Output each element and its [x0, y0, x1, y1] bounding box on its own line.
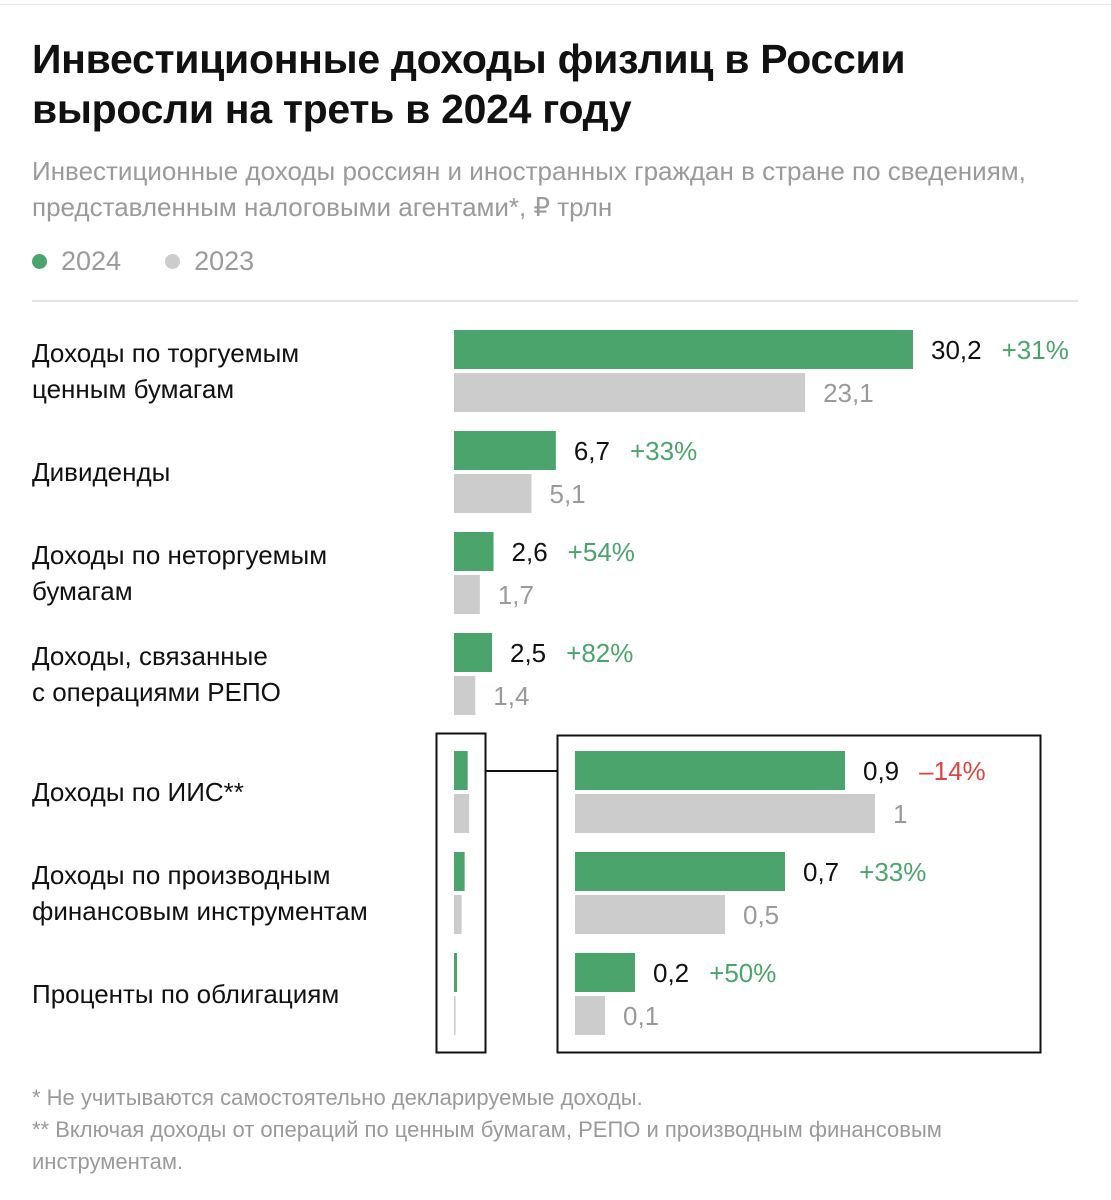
- value-label-2023: 1,7: [498, 580, 534, 610]
- category-label: Доходы, связанные: [32, 641, 268, 671]
- legend-dot-2023: [165, 253, 181, 269]
- value-label-2023: 5,1: [550, 479, 586, 509]
- value-label-2024: 30,2: [931, 335, 982, 365]
- value-label-2024: 6,7: [574, 436, 610, 466]
- change-label: +33%: [630, 436, 697, 466]
- zoom-bar-2024: [575, 852, 785, 891]
- header-divider: [32, 300, 1078, 302]
- value-label-2024: 0,9: [863, 756, 899, 786]
- category-label: Доходы по неторгуемым: [32, 540, 327, 570]
- legend-item-2023: 2023: [165, 246, 254, 277]
- change-label: +82%: [566, 638, 633, 668]
- category-label: Проценты по облигациям: [32, 979, 339, 1009]
- bar-2023: [454, 794, 470, 833]
- bar-2024: [454, 330, 913, 369]
- value-label-2024: 0,7: [803, 857, 839, 887]
- change-label: +31%: [1002, 335, 1069, 365]
- footnotes: * Не учитываются самостоятельно декларир…: [32, 1082, 1082, 1178]
- top-border: [0, 4, 1111, 5]
- footnote-2: ** Включая доходы от операций по ценным …: [32, 1117, 942, 1174]
- bar-chart: Доходы по торгуемым ценным бумагам 30,2 23,…: [32, 330, 1069, 1054]
- bar-2024: [454, 633, 492, 672]
- category-label: ценным бумагам: [32, 374, 234, 404]
- change-label: +50%: [709, 958, 776, 988]
- footnote-1: * Не учитываются самостоятельно декларир…: [32, 1085, 643, 1110]
- legend-label-2023: 2023: [194, 245, 255, 276]
- chart-title: Инвестиционные доходы физлиц в России вы…: [32, 36, 906, 132]
- category-label: Доходы по ИИС**: [32, 777, 244, 807]
- bar-2023: [454, 575, 480, 614]
- zoom-bar-2023: [575, 996, 605, 1035]
- value-label-2024: 0,2: [653, 958, 689, 988]
- bar-2024: [454, 852, 465, 891]
- bar-2023: [454, 996, 456, 1035]
- bar-2023: [454, 676, 476, 715]
- value-label-2023: 1: [893, 799, 907, 829]
- bar-2023: [454, 895, 462, 934]
- change-label: –14%: [919, 756, 986, 786]
- zoom-inset-box: [556, 734, 1042, 1054]
- zoom-source-box: [435, 732, 487, 1054]
- bar-2023: [454, 474, 532, 513]
- category-label: финансовым инструментам: [32, 896, 368, 926]
- chart-subtitle: Инвестиционные доходы россиян и иностран…: [32, 156, 1026, 222]
- category-label: Доходы по торгуемым: [32, 338, 299, 368]
- value-label-2023: 0,1: [623, 1001, 659, 1031]
- category-label: Дивиденды: [32, 457, 170, 487]
- change-label: +33%: [859, 857, 926, 887]
- value-label-2024: 2,5: [510, 638, 546, 668]
- zoom-bar-2024: [575, 953, 635, 992]
- bar-2023: [454, 373, 806, 412]
- legend-label-2024: 2024: [61, 245, 122, 276]
- category-label: с операциями РЕПО: [32, 677, 281, 707]
- value-label-2024: 2,6: [512, 537, 548, 567]
- bar-2024: [454, 751, 468, 790]
- zoom-bar-2024: [575, 751, 845, 790]
- legend-item-2024: 2024: [32, 246, 121, 277]
- bar-2024: [454, 532, 494, 571]
- value-label-2023: 0,5: [743, 900, 779, 930]
- value-label-2023: 1,4: [493, 681, 529, 711]
- value-label-2023: 23,1: [823, 378, 874, 408]
- change-label: +54%: [568, 537, 635, 567]
- zoom-bar-2023: [575, 794, 875, 833]
- bar-2024: [454, 431, 556, 470]
- category-label: бумагам: [32, 576, 133, 606]
- bar-2024: [454, 953, 458, 992]
- legend-dot-2024: [32, 253, 47, 269]
- legend: 2024 2023: [32, 243, 298, 279]
- zoom-bar-2023: [575, 895, 725, 934]
- category-label: Доходы по производным: [32, 860, 330, 890]
